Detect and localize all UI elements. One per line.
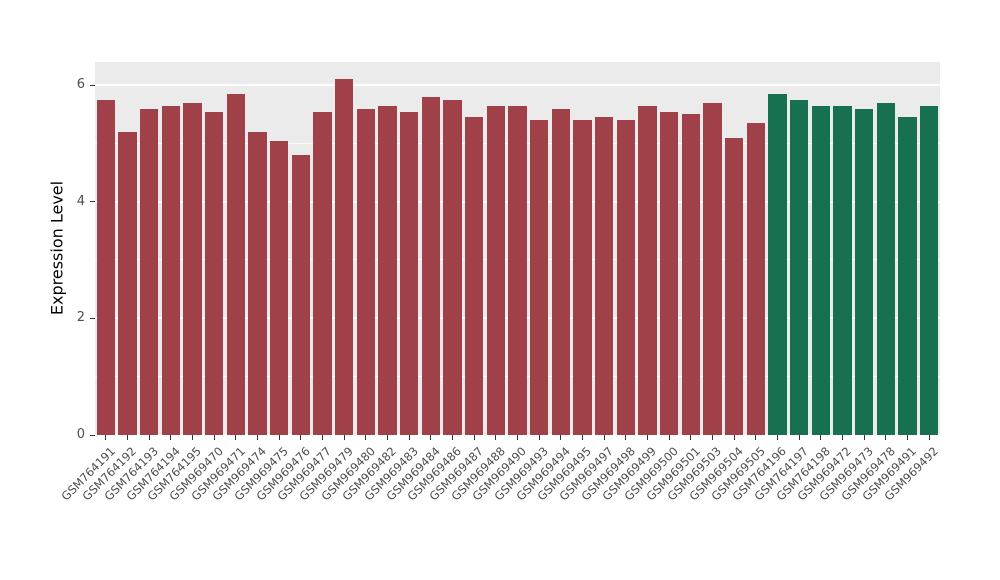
- bar-GSM764192: [118, 131, 137, 435]
- bar-GSM969493: [529, 120, 549, 435]
- bar-GSM969490: [508, 105, 527, 435]
- bar-GSM969498: [616, 120, 636, 435]
- x-tick-mark: [820, 435, 822, 440]
- bar-GSM764193: [139, 108, 159, 435]
- x-tick-mark: [885, 435, 887, 440]
- bar-GSM969487: [464, 117, 484, 435]
- bar-GSM969471: [226, 94, 246, 435]
- bar-GSM969499: [638, 105, 657, 435]
- y-tick-mark: [90, 84, 95, 86]
- x-tick-mark: [798, 435, 800, 440]
- bar-GSM969478: [876, 102, 896, 435]
- y-tick-label: 2: [76, 310, 85, 326]
- x-tick-mark: [538, 435, 540, 440]
- bar-GSM764197: [789, 99, 809, 435]
- bar-GSM969479: [334, 79, 354, 435]
- x-tick-mark: [192, 435, 193, 440]
- bar-GSM764195: [183, 102, 202, 435]
- bar-GSM764198: [811, 105, 831, 435]
- bar-GSM969484: [421, 96, 441, 435]
- bar-GSM969482: [378, 105, 397, 435]
- x-tick-mark: [170, 435, 172, 440]
- x-tick-mark: [278, 435, 280, 440]
- bar-GSM969474: [248, 131, 267, 435]
- y-tick-mark: [90, 434, 95, 436]
- x-tick-mark: [842, 435, 843, 440]
- bar-GSM969476: [291, 155, 311, 435]
- x-tick-mark: [300, 435, 302, 440]
- gridline-major: [95, 84, 940, 87]
- x-tick-mark: [647, 435, 648, 440]
- bar-GSM969483: [399, 111, 419, 435]
- y-tick-label: 4: [76, 193, 85, 209]
- y-tick-label: 6: [76, 77, 85, 93]
- x-tick-mark: [712, 435, 713, 440]
- x-tick-mark: [105, 435, 107, 440]
- x-tick-mark: [690, 435, 692, 440]
- bar-GSM969501: [681, 114, 701, 435]
- x-tick-mark: [148, 435, 150, 440]
- bar-GSM969503: [703, 102, 722, 435]
- x-tick-mark: [755, 435, 757, 440]
- x-tick-mark: [408, 435, 410, 440]
- x-tick-mark: [625, 435, 627, 440]
- y-tick-mark: [90, 201, 95, 203]
- x-tick-mark: [322, 435, 323, 440]
- x-tick-mark: [343, 435, 345, 440]
- bar-GSM969504: [724, 137, 744, 435]
- bar-GSM764191: [96, 99, 116, 435]
- bar-GSM969492: [919, 105, 939, 435]
- y-tick-label: 0: [76, 427, 85, 442]
- x-tick-mark: [235, 435, 237, 440]
- x-tick-mark: [387, 435, 388, 440]
- x-tick-mark: [907, 435, 908, 440]
- bar-GSM969494: [551, 108, 571, 435]
- x-tick-mark: [430, 435, 432, 440]
- x-tick-mark: [127, 435, 128, 440]
- x-tick-mark: [582, 435, 583, 440]
- x-tick-mark: [473, 435, 475, 440]
- bar-GSM764194: [161, 105, 181, 435]
- bar-GSM969500: [659, 111, 679, 435]
- bar-GSM969477: [313, 111, 332, 435]
- x-tick-mark: [257, 435, 258, 440]
- x-tick-mark: [928, 435, 930, 440]
- bar-GSM969486: [443, 99, 462, 435]
- bar-GSM969470: [204, 111, 224, 435]
- bar-GSM969480: [356, 108, 376, 435]
- plot-panel: [95, 62, 940, 436]
- bar-GSM969475: [269, 140, 289, 435]
- bar-GSM969495: [573, 120, 592, 435]
- bar-GSM764196: [768, 94, 787, 435]
- x-tick-mark: [452, 435, 453, 440]
- x-tick-mark: [733, 435, 735, 440]
- x-tick-mark: [495, 435, 497, 440]
- bar-GSM969505: [746, 123, 766, 435]
- x-tick-mark: [863, 435, 865, 440]
- x-tick-mark: [517, 435, 518, 440]
- x-tick-mark: [213, 435, 215, 440]
- x-tick-mark: [365, 435, 367, 440]
- bar-GSM969488: [486, 105, 506, 435]
- y-axis-title: Expression Level: [47, 180, 67, 316]
- y-tick-mark: [90, 317, 95, 319]
- x-tick-mark: [668, 435, 670, 440]
- x-tick-mark: [777, 435, 778, 440]
- bar-GSM969473: [854, 108, 874, 435]
- bar-GSM969472: [833, 105, 852, 435]
- bars-layer: [95, 62, 940, 435]
- x-tick-mark: [603, 435, 605, 440]
- x-tick-mark: [560, 435, 562, 440]
- bar-GSM969491: [898, 117, 917, 435]
- bar-GSM969497: [594, 117, 614, 435]
